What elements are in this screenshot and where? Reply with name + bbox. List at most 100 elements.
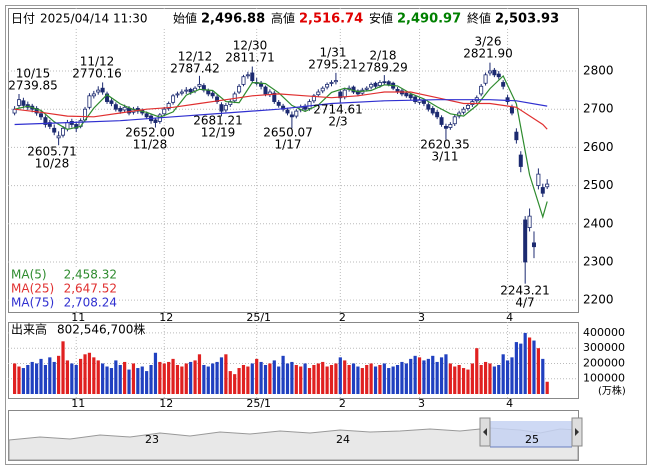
x-tick-label: 25/1 xyxy=(246,397,271,410)
candle-body xyxy=(426,104,431,110)
volume-bar xyxy=(92,357,96,394)
volume-bar xyxy=(461,368,466,394)
volume-bar xyxy=(439,357,444,394)
date-label: 日付 xyxy=(11,12,35,26)
annotation-price: 2605.71 xyxy=(27,145,77,159)
x-tick-label: 4 xyxy=(506,397,513,410)
candle-body xyxy=(505,97,510,102)
y-tick-label: 2700 xyxy=(583,102,614,116)
volume-bar xyxy=(48,357,52,394)
candle-body xyxy=(263,86,268,95)
candle-body xyxy=(523,219,528,263)
volume-bar xyxy=(369,363,373,394)
candle-body xyxy=(113,104,118,110)
candle-body xyxy=(153,119,158,123)
volume-bar xyxy=(510,357,514,394)
candle-body xyxy=(461,108,466,113)
annotation-price: 2650.07 xyxy=(263,126,313,140)
candle-body xyxy=(514,131,519,141)
ma-line xyxy=(14,91,548,130)
volume-bar xyxy=(422,360,426,394)
annotation-price: 2714.61 xyxy=(313,103,363,117)
header-bg xyxy=(9,9,569,28)
navigator-label: 24 xyxy=(336,433,350,446)
volume-bar xyxy=(387,368,391,394)
candle-body xyxy=(39,113,44,118)
candle-body xyxy=(435,111,440,118)
candle-body xyxy=(122,106,127,111)
candle-body xyxy=(223,104,228,111)
volume-bar xyxy=(497,364,501,394)
candle-body xyxy=(439,117,444,125)
close: 2,503.93 xyxy=(495,12,559,27)
candle-body xyxy=(206,90,211,95)
volume-bar xyxy=(30,361,34,394)
volume-bar xyxy=(404,363,408,394)
volume-bar xyxy=(193,360,197,394)
candle-body xyxy=(448,124,453,128)
candle-body xyxy=(545,183,550,188)
legend-value: 2,708.24 xyxy=(64,296,117,310)
volume-bar xyxy=(61,341,65,394)
candle-body xyxy=(197,83,202,87)
candle-body xyxy=(188,88,193,93)
volume-bar xyxy=(479,364,483,394)
volume-bar xyxy=(466,369,470,394)
navigator-label: 25 xyxy=(525,433,539,446)
volume-bar xyxy=(136,368,140,394)
candle-body xyxy=(413,96,418,102)
volume-bar xyxy=(294,364,298,394)
candle-body xyxy=(509,106,514,114)
annotation-date: 10/28 xyxy=(35,157,70,171)
annotation-price: 2787.42 xyxy=(170,62,220,76)
candle-body xyxy=(487,70,492,74)
volume-bar xyxy=(378,364,382,394)
volume-bar xyxy=(118,364,122,394)
x-tick-label: 2 xyxy=(339,397,346,410)
candle-body xyxy=(501,82,506,87)
volume-bar xyxy=(145,371,149,394)
y-tick-label: 2200 xyxy=(583,293,614,307)
volume-bar xyxy=(162,363,166,394)
annotation-price: 2789.29 xyxy=(358,61,408,75)
candle-body xyxy=(210,92,215,97)
candle-body xyxy=(483,74,488,84)
volume-bar xyxy=(109,368,114,394)
candle-body xyxy=(144,113,149,118)
y-tick-label: 100000 xyxy=(583,372,625,385)
candle-body xyxy=(175,93,180,96)
volume-bar xyxy=(470,363,474,394)
candle-body xyxy=(285,109,290,114)
volume-bar xyxy=(409,358,413,394)
candle-body xyxy=(536,173,541,186)
volume-bar xyxy=(360,368,364,394)
candle-body xyxy=(56,135,61,139)
volume-bar xyxy=(453,366,457,394)
annotation-date: 1/17 xyxy=(275,138,302,152)
candle-body xyxy=(61,127,66,136)
y-tick-label: 400000 xyxy=(583,326,625,339)
volume-bar xyxy=(501,354,505,394)
volume-bar xyxy=(180,366,184,394)
volume-bar xyxy=(373,366,378,394)
annotation-date: 3/26 xyxy=(475,35,502,49)
volume-bar xyxy=(444,354,448,394)
arrow-right xyxy=(575,428,579,436)
annotation-price: 2821.90 xyxy=(463,47,513,61)
y-tick-label: 2500 xyxy=(583,178,614,192)
volume-bar xyxy=(101,363,105,394)
volume-bar xyxy=(140,366,144,394)
candle-body xyxy=(355,90,360,95)
volume-bar xyxy=(303,363,307,394)
candle-body xyxy=(338,91,343,99)
navigator-window[interactable] xyxy=(490,421,572,447)
open: 2,496.88 xyxy=(201,12,265,27)
arrow-left xyxy=(483,428,487,436)
candle-body xyxy=(386,81,391,85)
volume-bar xyxy=(39,358,43,394)
volume-bar xyxy=(255,358,259,394)
candle-body xyxy=(342,89,347,98)
legend-bg xyxy=(9,267,119,311)
candle-body xyxy=(452,116,457,125)
